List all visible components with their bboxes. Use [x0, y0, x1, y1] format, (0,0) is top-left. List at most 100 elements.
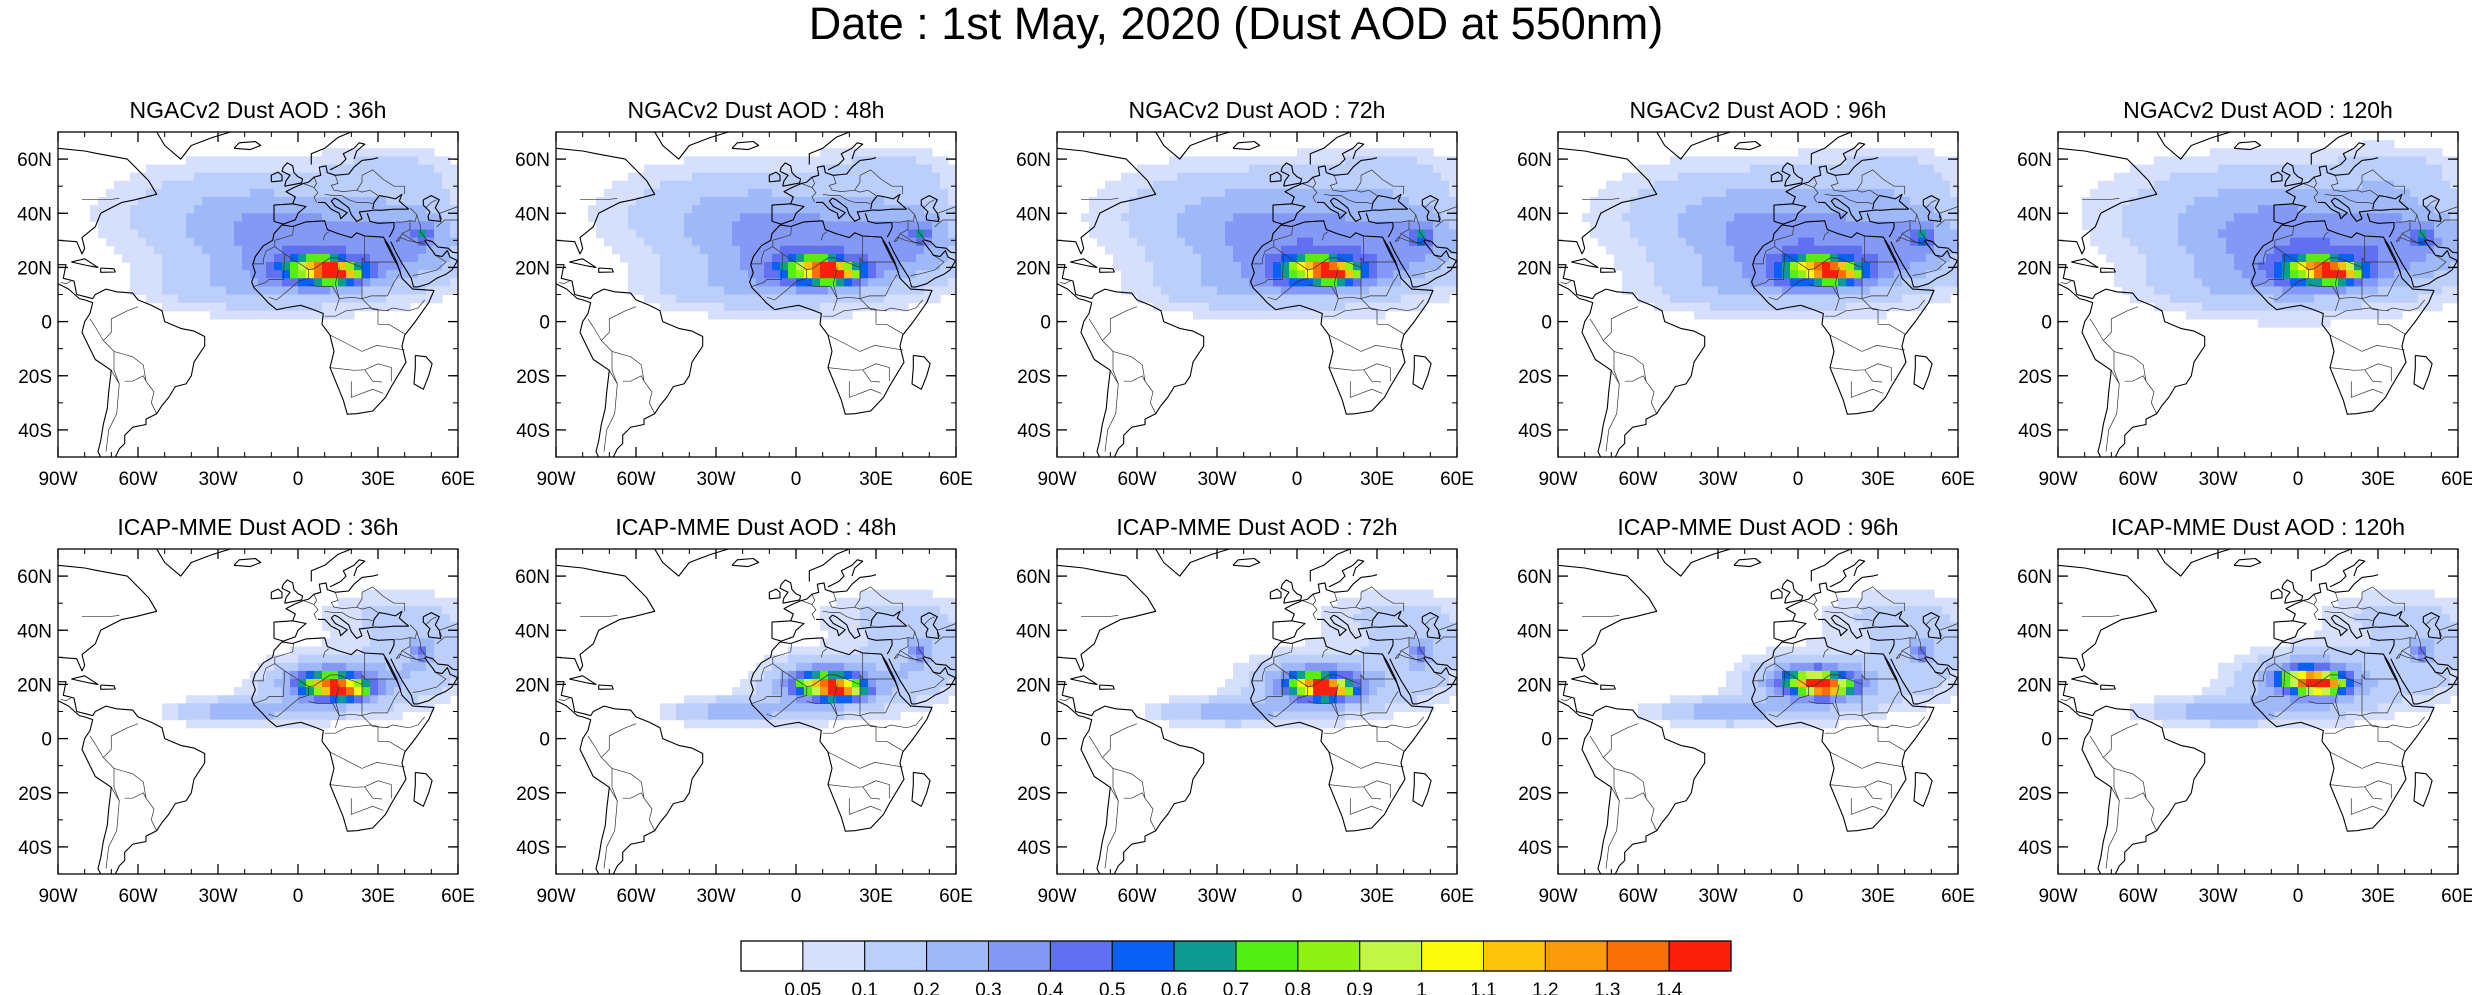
x-tick-label: 30E: [1861, 469, 1895, 490]
panel-title: ICAP-MME Dust AOD : 48h: [615, 514, 896, 540]
x-tick-label: 60W: [1117, 469, 1156, 490]
colorbar-box: [1235, 940, 1299, 972]
colorbar-box: [988, 940, 1051, 972]
aod-field: [660, 589, 956, 729]
y-tick-label: 40S: [1518, 838, 1552, 859]
colorbar-label: 1.2: [1532, 980, 1558, 995]
y-tick-label: 60N: [1016, 567, 1051, 588]
y-tick-label: 60N: [1016, 150, 1051, 171]
x-tick-label: 60W: [118, 469, 157, 490]
x-tick-label: 60E: [1941, 886, 1975, 907]
y-tick-label: 20N: [515, 675, 550, 696]
colorbar-box: [802, 940, 866, 972]
x-tick-label: 0: [1292, 469, 1303, 490]
colorbar-box: [1111, 940, 1175, 972]
x-tick-label: 90W: [2038, 886, 2077, 907]
colorbar-label: 0.3: [975, 980, 1001, 995]
x-tick-label: 30W: [198, 469, 237, 490]
y-tick-label: 40N: [17, 204, 52, 225]
colorbar-box: [740, 940, 804, 972]
x-tick-label: 60W: [616, 469, 655, 490]
x-tick-label: 0: [1793, 469, 1804, 490]
x-tick-label: 30W: [1197, 469, 1236, 490]
colorbar-box: [1421, 940, 1485, 972]
colorbar-box: [1483, 940, 1546, 972]
coastlines: [2058, 549, 2458, 874]
y-tick-label: 20N: [515, 258, 550, 279]
x-tick-label: 60E: [441, 469, 475, 490]
y-tick-label: 0: [1040, 730, 1051, 751]
y-tick-label: 0: [1541, 730, 1552, 751]
y-tick-label: 40N: [515, 621, 550, 642]
y-tick-label: 40N: [2017, 621, 2052, 642]
x-tick-label: 0: [791, 886, 802, 907]
y-tick-label: 20S: [18, 784, 52, 805]
figure-title: Date : 1st May, 2020 (Dust AOD at 550nm): [808, 0, 1664, 49]
x-tick-label: 90W: [536, 469, 575, 490]
colorbar-label: 0.6: [1161, 980, 1187, 995]
coastlines: [1558, 132, 1958, 457]
aod-field: [2130, 589, 2458, 729]
coastlines: [556, 132, 956, 457]
x-tick-label: 60E: [2441, 469, 2472, 490]
x-tick-label: 30W: [1698, 469, 1737, 490]
x-tick-label: 0: [1793, 886, 1804, 907]
x-tick-label: 30E: [859, 886, 893, 907]
x-tick-label: 90W: [1037, 886, 1076, 907]
x-tick-label: 0: [2293, 469, 2304, 490]
y-tick-label: 60N: [1517, 567, 1552, 588]
colorbar-label: 1.1: [1470, 980, 1496, 995]
y-tick-label: 60N: [515, 567, 550, 588]
colorbar-label: 1.3: [1594, 980, 1620, 995]
colorbar-label: 0.1: [852, 980, 878, 995]
y-tick-label: 20S: [516, 784, 550, 805]
map-panel-9: ICAP-MME Dust AOD : 96h 90W 60W 30W 0 30E 60E 6…: [1517, 514, 1975, 907]
x-tick-label: 30E: [2361, 886, 2395, 907]
y-tick-label: 0: [2041, 730, 2052, 751]
colorbar-box: [1668, 940, 1732, 972]
y-tick-label: 40S: [18, 421, 52, 442]
colorbar-label: 1: [1416, 980, 1427, 995]
x-tick-label: 30W: [1698, 886, 1737, 907]
y-tick-label: 0: [41, 730, 52, 751]
x-tick-label: 30W: [198, 886, 237, 907]
y-tick-label: 20N: [2017, 675, 2052, 696]
map-panel-2: NGACv2 Dust AOD : 48h 90W 60W 30W 0 30E 60E 60N…: [515, 97, 973, 490]
y-tick-label: 20N: [1517, 675, 1552, 696]
y-tick-label: 60N: [1517, 150, 1552, 171]
y-tick-label: 20S: [1518, 367, 1552, 388]
map-panel-6: ICAP-MME Dust AOD : 36h 90W 60W 30W 0 30E 60E 6…: [17, 514, 475, 907]
colorbar-label: 0.8: [1285, 980, 1311, 995]
y-tick-label: 40S: [2018, 421, 2052, 442]
x-tick-label: 60W: [1117, 886, 1156, 907]
panel-title: NGACv2 Dust AOD : 48h: [628, 97, 885, 123]
aod-field: [2082, 140, 2458, 328]
coastlines: [1558, 549, 1958, 874]
x-tick-label: 90W: [38, 469, 77, 490]
y-tick-label: 40N: [17, 621, 52, 642]
colorbar: 0.05 0.1 0.2 0.3 0.4 0.5 0.6 0.7 0.8 0.9 1 1.1 1.2 1.…: [740, 940, 1732, 995]
x-tick-label: 90W: [1538, 886, 1577, 907]
aod-field: [1145, 589, 1457, 729]
panel-title: NGACv2 Dust AOD : 96h: [1630, 97, 1887, 123]
colorbar-box: [864, 940, 928, 972]
x-tick-label: 60E: [1440, 886, 1474, 907]
coastlines: [2058, 132, 2458, 457]
colorbar-label: 0.4: [1037, 980, 1064, 995]
y-tick-label: 60N: [2017, 150, 2052, 171]
y-tick-label: 0: [41, 313, 52, 334]
x-tick-label: 0: [1292, 886, 1303, 907]
x-tick-label: 90W: [2038, 469, 2077, 490]
colorbar-label: 1.4: [1656, 980, 1683, 995]
coastlines: [556, 549, 956, 874]
x-tick-label: 0: [791, 469, 802, 490]
x-tick-label: 60E: [441, 886, 475, 907]
panel-title: ICAP-MME Dust AOD : 96h: [1617, 514, 1898, 540]
colorbar-box: [1606, 940, 1670, 972]
y-tick-label: 60N: [2017, 567, 2052, 588]
y-tick-label: 40N: [1016, 621, 1051, 642]
y-tick-label: 20S: [2018, 367, 2052, 388]
y-tick-label: 20S: [1017, 367, 1051, 388]
panel-title: NGACv2 Dust AOD : 120h: [2123, 97, 2393, 123]
panel-title: ICAP-MME Dust AOD : 120h: [2111, 514, 2405, 540]
